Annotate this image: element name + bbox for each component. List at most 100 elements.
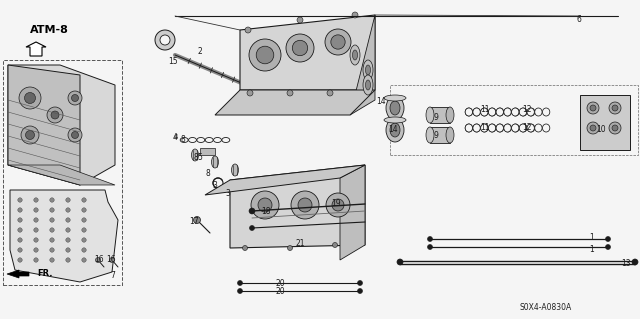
Circle shape — [66, 238, 70, 242]
Ellipse shape — [384, 117, 406, 123]
Ellipse shape — [511, 108, 519, 116]
Circle shape — [243, 246, 248, 250]
Circle shape — [155, 30, 175, 50]
Circle shape — [333, 242, 337, 248]
Circle shape — [82, 238, 86, 242]
Circle shape — [587, 102, 599, 114]
Circle shape — [287, 246, 292, 250]
Ellipse shape — [520, 124, 527, 132]
Circle shape — [82, 218, 86, 222]
Circle shape — [326, 193, 350, 217]
Circle shape — [249, 39, 281, 71]
Text: 9: 9 — [433, 113, 438, 122]
Ellipse shape — [504, 124, 511, 132]
Text: 15: 15 — [168, 57, 178, 66]
Circle shape — [82, 258, 86, 262]
Ellipse shape — [473, 108, 480, 116]
Text: 8: 8 — [205, 169, 211, 179]
Ellipse shape — [543, 108, 550, 116]
Text: 11: 11 — [480, 122, 490, 131]
Text: 12: 12 — [522, 106, 532, 115]
Circle shape — [68, 128, 82, 142]
Polygon shape — [205, 165, 365, 195]
Polygon shape — [8, 165, 115, 185]
Text: 3: 3 — [212, 182, 218, 190]
Circle shape — [47, 107, 63, 123]
Circle shape — [50, 238, 54, 242]
Ellipse shape — [535, 124, 542, 132]
Ellipse shape — [390, 101, 400, 115]
Polygon shape — [240, 15, 375, 90]
Ellipse shape — [519, 124, 527, 132]
Ellipse shape — [363, 75, 373, 95]
Ellipse shape — [232, 164, 239, 176]
Ellipse shape — [473, 124, 481, 132]
Bar — [200, 148, 215, 155]
Circle shape — [21, 126, 39, 144]
Polygon shape — [215, 90, 375, 115]
Circle shape — [72, 131, 79, 138]
Ellipse shape — [527, 124, 534, 132]
Ellipse shape — [481, 124, 488, 132]
Ellipse shape — [465, 124, 472, 132]
Ellipse shape — [214, 137, 221, 143]
Text: 20: 20 — [275, 287, 285, 296]
Circle shape — [428, 244, 433, 249]
Ellipse shape — [386, 96, 404, 120]
Ellipse shape — [390, 123, 400, 137]
Ellipse shape — [512, 124, 519, 132]
Circle shape — [82, 248, 86, 252]
Circle shape — [66, 258, 70, 262]
Ellipse shape — [527, 108, 534, 116]
Circle shape — [72, 94, 79, 101]
Ellipse shape — [211, 156, 218, 168]
Circle shape — [612, 125, 618, 131]
Text: 12: 12 — [522, 122, 532, 131]
Ellipse shape — [504, 108, 511, 116]
Text: S0X4-A0830A: S0X4-A0830A — [520, 303, 572, 313]
Circle shape — [18, 248, 22, 252]
Circle shape — [95, 257, 100, 263]
Circle shape — [590, 125, 596, 131]
Circle shape — [34, 198, 38, 202]
Circle shape — [19, 87, 41, 109]
Text: 14: 14 — [388, 125, 398, 135]
Circle shape — [256, 46, 274, 64]
Circle shape — [632, 259, 638, 265]
Circle shape — [50, 228, 54, 232]
Ellipse shape — [481, 124, 488, 132]
Circle shape — [297, 17, 303, 23]
Circle shape — [18, 258, 22, 262]
Bar — [390, 85, 638, 155]
Circle shape — [286, 34, 314, 62]
Circle shape — [291, 191, 319, 219]
Circle shape — [298, 198, 312, 212]
Circle shape — [34, 228, 38, 232]
Circle shape — [331, 35, 345, 49]
Polygon shape — [340, 165, 365, 260]
Ellipse shape — [205, 137, 213, 143]
Circle shape — [609, 102, 621, 114]
Ellipse shape — [189, 137, 196, 143]
Text: ATM-8: ATM-8 — [30, 25, 69, 35]
Circle shape — [605, 244, 611, 249]
Circle shape — [237, 280, 243, 286]
Circle shape — [26, 130, 35, 139]
Bar — [430, 127, 450, 143]
Circle shape — [251, 191, 279, 219]
Ellipse shape — [535, 108, 542, 116]
Polygon shape — [230, 165, 365, 248]
Circle shape — [18, 208, 22, 212]
Circle shape — [34, 248, 38, 252]
Ellipse shape — [527, 108, 535, 116]
Polygon shape — [26, 42, 46, 56]
Ellipse shape — [384, 95, 406, 101]
Circle shape — [68, 91, 82, 105]
Circle shape — [358, 288, 362, 293]
Text: 17: 17 — [189, 218, 199, 226]
Text: 18: 18 — [261, 206, 271, 216]
Text: 16: 16 — [94, 256, 104, 264]
Text: 7: 7 — [111, 271, 115, 280]
Ellipse shape — [473, 124, 480, 132]
Polygon shape — [8, 65, 80, 185]
